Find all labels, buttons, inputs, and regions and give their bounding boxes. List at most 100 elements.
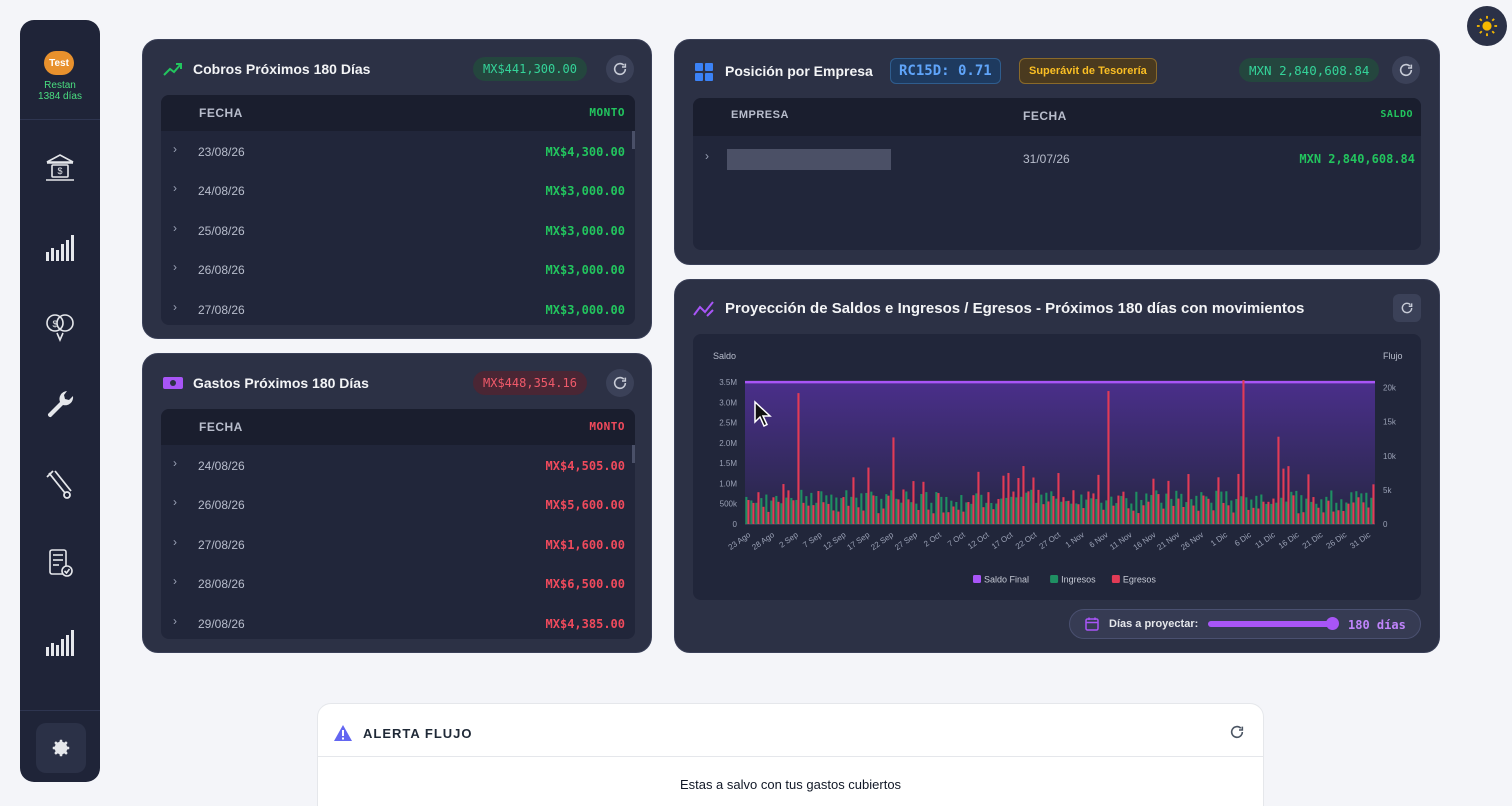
- row-date: 24/08/26: [198, 184, 245, 198]
- posicion-refresh-button[interactable]: [1392, 56, 1420, 84]
- egresos-bar: [1162, 508, 1165, 524]
- egresos-bar: [1042, 504, 1045, 524]
- egresos-bar: [1087, 491, 1090, 524]
- table-row[interactable]: › 27/08/26 MX$3,000.00: [161, 289, 635, 325]
- ingresos-bar: [975, 493, 978, 524]
- wrench-icon[interactable]: [40, 384, 80, 424]
- egresos-bar: [1072, 490, 1075, 524]
- row-amount: MX$3,000.00: [545, 263, 625, 277]
- egresos-bar: [1167, 480, 1170, 524]
- proyeccion-refresh-button[interactable]: [1393, 294, 1421, 322]
- alerta-refresh-button[interactable]: [1229, 724, 1245, 745]
- egresos-bar: [1147, 501, 1150, 524]
- x-tick-label: 12 Sep: [822, 530, 848, 552]
- x-tick-label: 16 Nov: [1132, 530, 1158, 552]
- bar-chart-icon[interactable]: [40, 622, 80, 662]
- x-tick-label: 1 Nov: [1064, 530, 1086, 549]
- theme-toggle-button[interactable]: [1467, 6, 1507, 46]
- ingresos-bar: [1115, 503, 1118, 524]
- table-row[interactable]: › 29/08/26 MX$4,385.00: [161, 603, 635, 639]
- egresos-bar: [782, 484, 785, 524]
- ingresos-bar: [780, 503, 783, 524]
- egresos-bar: [1252, 507, 1255, 524]
- money-globe-icon[interactable]: $: [40, 306, 80, 346]
- egresos-bar: [922, 481, 925, 524]
- egresos-bar: [997, 499, 1000, 524]
- egresos-bar: [872, 495, 875, 524]
- egresos-bar: [972, 495, 975, 524]
- cash-icon: [163, 377, 183, 389]
- settings-button[interactable]: [36, 723, 86, 773]
- egresos-bar: [1157, 494, 1160, 524]
- ingresos-bar: [805, 496, 808, 524]
- egresos-bar: [1242, 380, 1245, 524]
- egresos-bar: [947, 512, 950, 524]
- table-row[interactable]: › 31/07/26 MXN 2,840,608.84: [693, 138, 1421, 177]
- table-row[interactable]: › 28/08/26 MX$6,500.00: [161, 563, 635, 602]
- ingresos-bar: [1080, 494, 1083, 524]
- row-date: 25/08/26: [198, 224, 245, 238]
- table-row[interactable]: › 26/08/26 MX$3,000.00: [161, 249, 635, 288]
- cobros-refresh-button[interactable]: [606, 55, 634, 83]
- table-row[interactable]: › 23/08/26 MX$4,300.00: [161, 131, 635, 170]
- egresos-bar: [1287, 466, 1290, 524]
- ingresos-bar: [945, 496, 948, 524]
- egresos-bar: [757, 492, 760, 524]
- table-row[interactable]: › 24/08/26 MX$4,505.00: [161, 445, 635, 484]
- egresos-bar: [1347, 503, 1350, 524]
- posicion-total: MXN 2,840,608.84: [1239, 58, 1380, 82]
- egresos-bar: [897, 499, 900, 524]
- table-row[interactable]: › 24/08/26 MX$3,000.00: [161, 170, 635, 209]
- dias-slider-track[interactable]: [1208, 617, 1340, 630]
- ingresos-bar: [1365, 492, 1368, 524]
- egresos-bar: [992, 509, 995, 524]
- egresos-bar: [1202, 495, 1205, 524]
- ingresos-bar: [1230, 500, 1233, 524]
- legend-label: Egresos: [1123, 575, 1157, 585]
- egresos-bar: [1342, 511, 1345, 524]
- ingresos-bar: [980, 494, 983, 524]
- legend-label: Saldo Final: [984, 575, 1029, 585]
- egresos-bar: [887, 495, 890, 524]
- calculator-check-icon[interactable]: [40, 543, 80, 583]
- ingresos-bar: [1265, 503, 1268, 524]
- refresh-icon: [613, 62, 627, 76]
- egresos-bar: [847, 505, 850, 524]
- projection-chart[interactable]: Saldo Flujo 0 500k 1.0M 1.5M 2.0M 2.5M 3.0M 3.5M 0…: [693, 334, 1421, 600]
- x-tick-label: 27 Oct: [1038, 530, 1063, 551]
- egresos-bar: [1092, 493, 1095, 524]
- ingresos-bar: [1210, 502, 1213, 524]
- left-tick-label: 1.0M: [719, 479, 737, 488]
- scrollbar[interactable]: [632, 445, 635, 463]
- egresos-bar: [1272, 498, 1275, 524]
- scrollbar[interactable]: [632, 131, 635, 149]
- tools-icon[interactable]: [40, 464, 80, 504]
- x-tick-label: 21 Nov: [1155, 530, 1181, 552]
- table-header: FECHA MONTO: [161, 95, 635, 131]
- cobros-title: Cobros Próximos 180 Días: [193, 61, 371, 77]
- x-tick-label: 21 Dic: [1301, 530, 1325, 550]
- row-date: 28/08/26: [198, 577, 245, 591]
- bar-chart-icon[interactable]: [40, 227, 80, 267]
- egresos-bar: [1127, 508, 1130, 524]
- mouse-cursor-icon: [754, 400, 772, 428]
- bank-icon[interactable]: $: [40, 148, 80, 188]
- ingresos-bar: [930, 502, 933, 524]
- ingresos-bar: [915, 503, 918, 524]
- table-row[interactable]: › 26/08/26 MX$5,600.00: [161, 484, 635, 523]
- row-amount: MX$4,385.00: [545, 617, 625, 631]
- ingresos-bar: [1140, 499, 1143, 524]
- table-row[interactable]: › 25/08/26 MX$3,000.00: [161, 210, 635, 249]
- egresos-bar: [932, 513, 935, 524]
- ingresos-bar: [910, 502, 913, 524]
- ingresos-bar: [755, 502, 758, 524]
- egresos-bar: [1257, 508, 1260, 524]
- egresos-bar: [1012, 491, 1015, 524]
- egresos-bar: [1212, 510, 1215, 524]
- egresos-bar: [1142, 505, 1145, 524]
- gastos-refresh-button[interactable]: [606, 369, 634, 397]
- table-row[interactable]: › 27/08/26 MX$1,600.00: [161, 524, 635, 563]
- egresos-bar: [1322, 512, 1325, 524]
- dias-slider-thumb[interactable]: [1326, 617, 1340, 630]
- ingresos-bar: [1105, 500, 1108, 524]
